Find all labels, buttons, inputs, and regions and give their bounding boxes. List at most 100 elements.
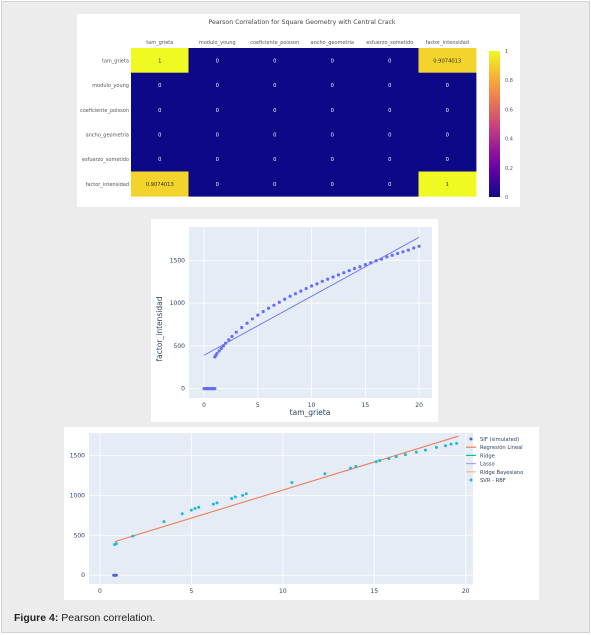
regression-point bbox=[114, 542, 118, 546]
scatter-point bbox=[342, 271, 346, 275]
scatter-point bbox=[363, 263, 367, 267]
heatmap-column-label: ancho_geometria bbox=[311, 40, 354, 46]
scatter-x-tick: 5 bbox=[256, 402, 260, 409]
heatmap-cell-label: 0 bbox=[216, 157, 219, 163]
heatmap-cell bbox=[361, 171, 419, 197]
heatmap-cell-label: 0 bbox=[216, 182, 219, 188]
regression-point bbox=[414, 450, 418, 454]
heatmap-cell bbox=[246, 171, 304, 197]
regression-x-tick: 0 bbox=[98, 588, 102, 595]
colorbar-tick-label: 0.4 bbox=[505, 137, 513, 143]
scatter-y-tick: 500 bbox=[174, 343, 186, 350]
legend-marker bbox=[469, 437, 473, 441]
scatter-point bbox=[230, 334, 234, 339]
heatmap-cell bbox=[303, 97, 362, 123]
scatter-point bbox=[304, 286, 308, 291]
heatmap-cell-label: 0.9074013 bbox=[146, 182, 174, 188]
regression-y-tick: 500 bbox=[74, 532, 86, 539]
scatter-point bbox=[213, 386, 217, 391]
legend-label: Lasso bbox=[480, 462, 495, 468]
regression-point bbox=[423, 448, 427, 452]
heatmap-cell-label: 0 bbox=[273, 108, 276, 114]
heatmap-cell-label: 0 bbox=[158, 132, 161, 138]
scatter-point bbox=[227, 338, 231, 342]
heatmap-cell bbox=[188, 97, 247, 123]
heatmap-panel: Pearson Correlation for Square Geometry … bbox=[77, 14, 520, 207]
scatter-point bbox=[315, 282, 319, 286]
scatter-y-tick: 0 bbox=[181, 386, 185, 393]
heatmap-cell bbox=[418, 146, 477, 172]
scatter-point bbox=[406, 248, 410, 252]
regression-point bbox=[403, 453, 407, 457]
heatmap-cell-label: 0 bbox=[446, 157, 449, 163]
legend-label: Ridge bbox=[480, 453, 495, 459]
scatter-y-tick: 1500 bbox=[170, 257, 185, 264]
heatmap-cell-label: 0 bbox=[273, 157, 276, 163]
regression-x-tick: 5 bbox=[189, 588, 193, 595]
scatter-point bbox=[320, 279, 324, 283]
regression-point bbox=[193, 507, 197, 510]
scatter-plot: tam_grieta factor_intensidad 0 5 10 15 20 0 50… bbox=[155, 227, 432, 417]
scatter-point bbox=[234, 330, 238, 334]
scatter-point bbox=[401, 250, 405, 254]
scatter-x-tick: 20 bbox=[415, 402, 423, 409]
legend-label: Regresión Lineal bbox=[480, 444, 523, 451]
scatter-x-tick: 10 bbox=[308, 402, 316, 409]
regression-y-tick: 1000 bbox=[70, 492, 85, 499]
scatter-point bbox=[293, 292, 298, 296]
scatter-point bbox=[250, 317, 255, 321]
heatmap-cell-label: 0 bbox=[331, 108, 334, 114]
regression-point bbox=[394, 455, 398, 459]
heatmap-cell-label: 0 bbox=[388, 157, 391, 163]
scatter-point bbox=[219, 346, 223, 351]
scatter-x-tick: 15 bbox=[362, 402, 370, 409]
heatmap-cell bbox=[188, 146, 247, 172]
heatmap-column-label: modulo_young bbox=[199, 40, 236, 46]
scatter-point bbox=[358, 265, 362, 269]
scatter-point bbox=[277, 300, 281, 304]
heatmap-cell bbox=[131, 97, 189, 123]
scatter-point bbox=[326, 277, 330, 281]
heatmap-cell bbox=[188, 48, 247, 74]
regression-point bbox=[131, 534, 135, 538]
scatter-point bbox=[217, 349, 221, 353]
colorbar-tick-label: 1 bbox=[505, 49, 508, 55]
colorbar-tick-label: 0.2 bbox=[505, 166, 513, 172]
regression-point bbox=[444, 444, 448, 448]
heatmap-row-label: coeficiente_poisson bbox=[80, 108, 129, 114]
heatmap-cell-label: 0 bbox=[216, 83, 219, 89]
regression-x-tick: 20 bbox=[462, 588, 470, 595]
scatter-point bbox=[261, 310, 265, 314]
heatmap-cell bbox=[361, 122, 419, 148]
scatter-point bbox=[412, 246, 416, 250]
heatmap-cell bbox=[188, 171, 247, 197]
heatmap-cell bbox=[188, 122, 247, 148]
heatmap-cell bbox=[361, 48, 419, 74]
legend-label: SIF (simulated) bbox=[480, 437, 519, 443]
caption-label: Figure 4: bbox=[14, 612, 59, 624]
scatter-point bbox=[299, 289, 303, 293]
regression-point bbox=[197, 505, 201, 509]
heatmap-cell-label: 0 bbox=[273, 58, 276, 64]
regression-point bbox=[230, 497, 234, 501]
regression-point bbox=[189, 508, 193, 512]
scatter-x-tick: 0 bbox=[202, 402, 206, 409]
heatmap-cell bbox=[131, 122, 189, 148]
heatmap-row-label: tam_grieta bbox=[102, 58, 129, 64]
scatter-point bbox=[256, 313, 260, 317]
heatmap-cell-label: 0 bbox=[388, 108, 391, 114]
heatmap-cell bbox=[361, 72, 419, 98]
heatmap-cell bbox=[246, 72, 304, 98]
heatmap-cell-label: 0 bbox=[273, 182, 276, 188]
heatmap-cell bbox=[303, 72, 362, 98]
heatmap-colorbar bbox=[489, 51, 500, 197]
scatter-trendline bbox=[203, 236, 420, 356]
scatter-point bbox=[272, 303, 276, 307]
heatmap-cell-label: 0 bbox=[446, 83, 449, 89]
regression-plot: 0 5 10 15 20 0 500 1000 1500 SIF (simulated)Regre… bbox=[70, 433, 523, 595]
heatmap-cell bbox=[303, 122, 362, 148]
heatmap-cell-label: 0 bbox=[331, 132, 334, 138]
heatmap-row-label: factor_intensidad bbox=[86, 182, 129, 188]
heatmap-cell-label: 0 bbox=[446, 108, 449, 114]
regression-line bbox=[114, 435, 459, 543]
